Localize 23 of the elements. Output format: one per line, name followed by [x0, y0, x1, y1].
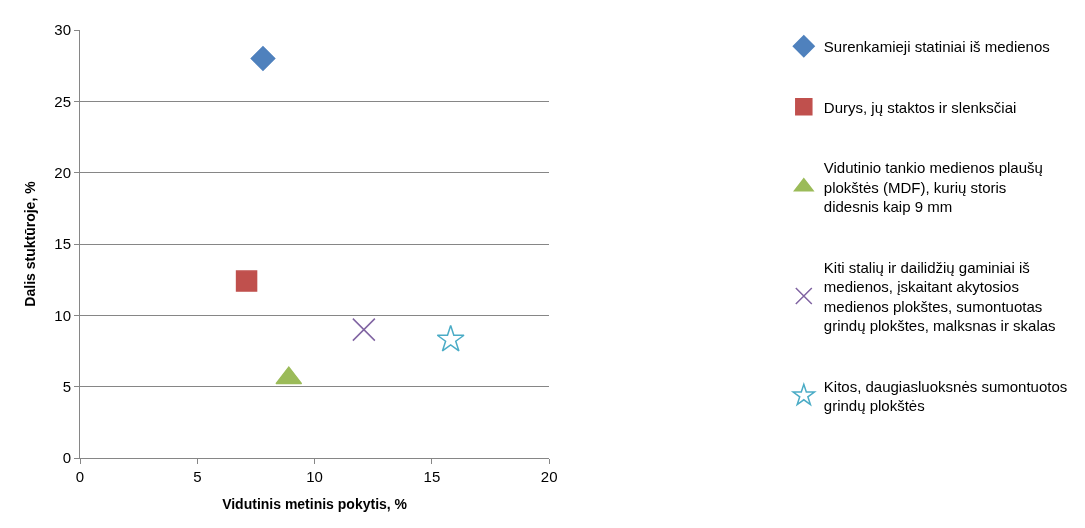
legend-label: Kiti stalių ir dailidžių gaminiai iš medienos, įskaitant akytosios medienos plokštes, sumontuotas grindų plokštes, malksnas ir skalas: [823, 258, 1056, 335]
legend-label: Durys, jų staktos ir slenksčiai: [823, 98, 1017, 116]
y-axis-title: Dalis stuktūroje, %: [21, 180, 38, 307]
point: [235, 270, 258, 292]
x-tick-label: 10: [306, 468, 323, 485]
x-tick-label: 5: [193, 468, 202, 485]
y-tick-label: 10: [54, 306, 71, 324]
y-tick-label: 30: [54, 21, 71, 39]
legend-label: Vidutinio tankio medienos plaušų plokštės (MDF), kurių storis didesnis kaip 9 mm: [823, 159, 1043, 216]
x-tick-label: 20: [540, 468, 558, 485]
x-tick-label: 0: [75, 468, 85, 485]
y-tick-label: 20: [54, 163, 71, 181]
legend-label: Surenkamieji statiniai iš medienos: [823, 38, 1050, 56]
x-tick-label: 15: [423, 468, 441, 485]
y-tick-label: 25: [54, 92, 71, 110]
point: [436, 324, 465, 352]
y-tick-label: 0: [62, 449, 71, 467]
point: [250, 46, 276, 71]
legend-label: Kitos, daugiasluoksnės sumontuotos grindų plokštės: [823, 377, 1068, 415]
y-tick-label: 5: [62, 377, 71, 395]
point: [352, 317, 376, 342]
x-axis-title: Vidutinis metinis pokytis, %: [222, 496, 408, 513]
y-tick-label: 15: [54, 235, 71, 253]
